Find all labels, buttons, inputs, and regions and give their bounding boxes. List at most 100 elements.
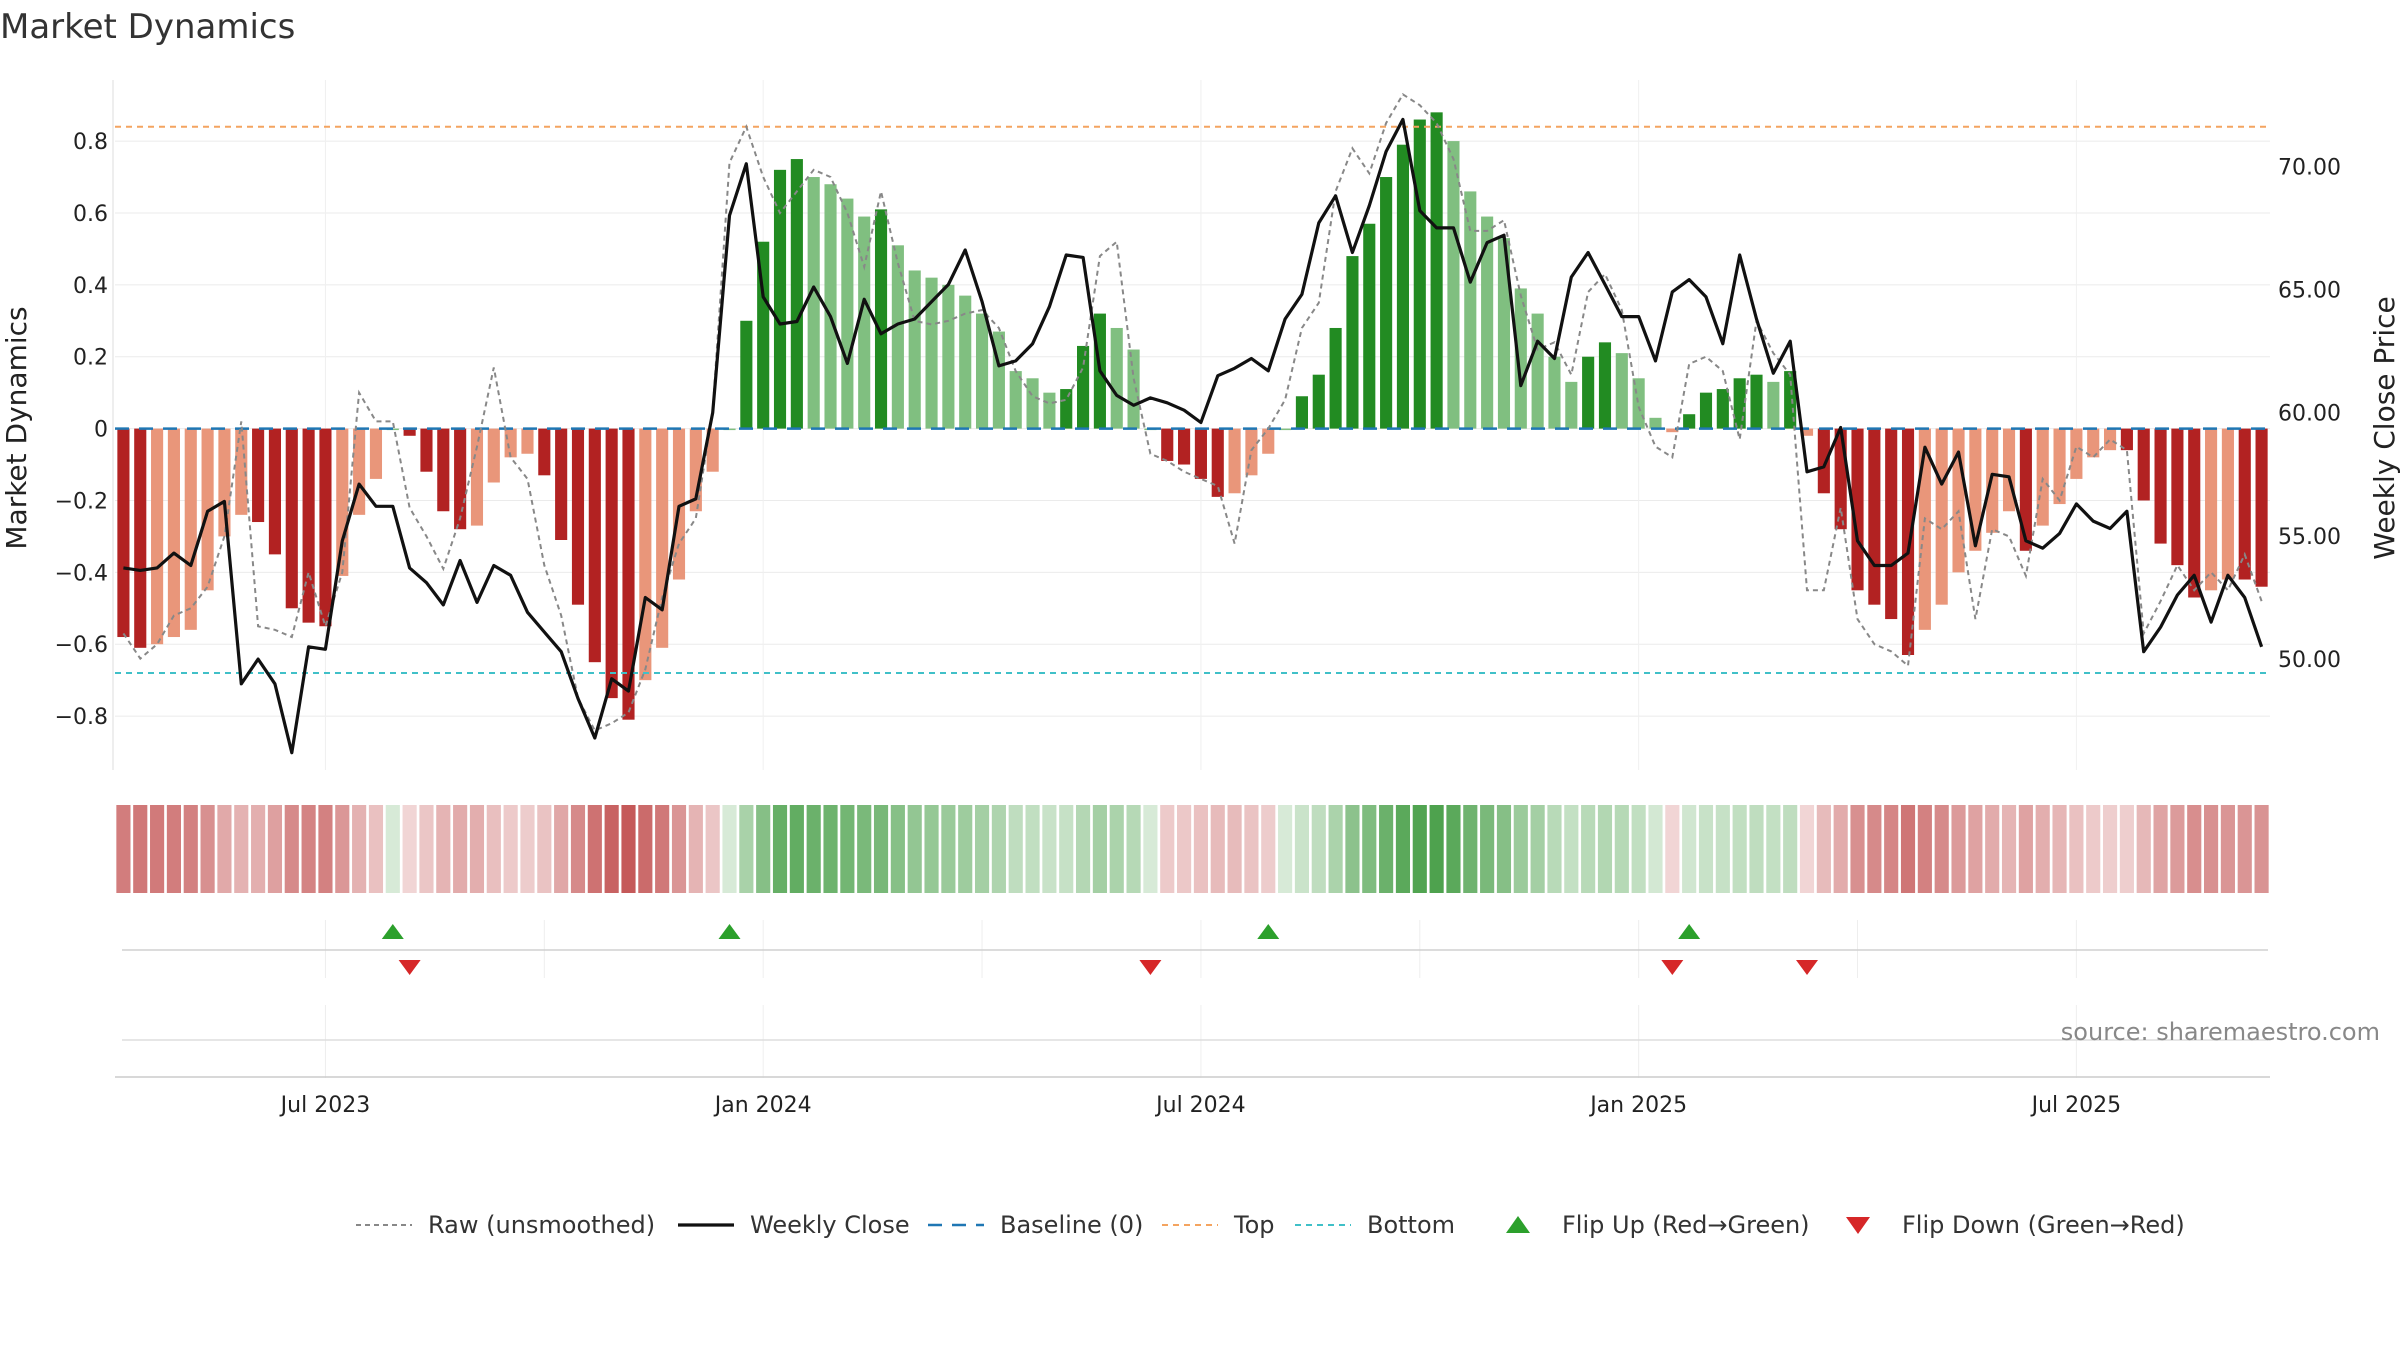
dynamics-bar xyxy=(117,428,130,638)
dynamics-bar xyxy=(555,428,568,540)
right-tick-label: 65.00 xyxy=(2278,278,2341,303)
dynamics-bar xyxy=(1649,417,1662,429)
dynamics-bar xyxy=(874,209,888,429)
dynamics-bar xyxy=(336,428,349,576)
regime-cell xyxy=(520,805,535,893)
regime-cell xyxy=(1715,805,1730,893)
dynamics-bar xyxy=(1683,414,1696,429)
flip-up-marker xyxy=(1257,924,1280,939)
dynamics-bar xyxy=(1077,345,1090,429)
dynamics-bar xyxy=(824,184,837,429)
regime-cell xyxy=(1732,805,1747,893)
regime-cell xyxy=(503,805,518,893)
dynamics-bar xyxy=(319,428,332,627)
dynamics-bar xyxy=(1800,428,1814,436)
dynamics-bar xyxy=(2238,428,2251,580)
x-tick-label: Jan 2024 xyxy=(713,1093,812,1118)
regime-cell xyxy=(352,805,367,893)
regime-cell xyxy=(1766,805,1781,893)
dynamics-bar xyxy=(2221,428,2234,580)
left-tick-label: 0 xyxy=(94,418,108,443)
dynamics-bar xyxy=(1497,238,1511,429)
regime-cell xyxy=(1261,805,1276,893)
regime-cell xyxy=(1816,805,1831,893)
x-tick-label: Jan 2025 xyxy=(1588,1093,1687,1118)
dynamics-bar xyxy=(1901,428,1915,655)
dynamics-bar xyxy=(1531,313,1544,429)
dynamics-bar xyxy=(1514,288,1527,429)
regime-cell xyxy=(1783,805,1798,893)
regime-cell xyxy=(2052,805,2067,893)
flip-down-marker xyxy=(1661,960,1684,975)
dynamics-bar xyxy=(790,159,803,429)
dynamics-bar xyxy=(1918,428,1931,630)
regime-cell xyxy=(924,805,939,893)
regime-cell xyxy=(1042,805,1057,893)
regime-cell xyxy=(1564,805,1579,893)
dynamics-bar xyxy=(706,428,719,472)
dynamics-bar xyxy=(521,428,534,454)
weekly-close-line xyxy=(123,117,2264,755)
regime-cell xyxy=(789,805,804,893)
regime-cell xyxy=(638,805,653,893)
dynamics-bar xyxy=(571,428,585,605)
dynamics-bar xyxy=(639,428,652,681)
dynamics-bar xyxy=(622,428,635,720)
right-tick-label: 70.00 xyxy=(2278,155,2341,180)
regime-cell xyxy=(1008,805,1023,893)
regime-cell xyxy=(890,805,905,893)
dynamics-bar xyxy=(1464,191,1477,429)
regime-cell xyxy=(1227,805,1242,893)
regime-cell xyxy=(2136,805,2151,893)
regime-cell xyxy=(385,805,400,893)
right-tick-label: 50.00 xyxy=(2278,648,2341,673)
dynamics-bar xyxy=(1699,392,1713,429)
right-tick-label: 55.00 xyxy=(2278,525,2341,550)
regime-cell xyxy=(2170,805,2185,893)
flip-up-marker xyxy=(1678,924,1701,939)
right-axis-label: Weekly Close Price xyxy=(2368,296,2400,559)
regime-cell xyxy=(1614,805,1629,893)
regime-cell xyxy=(570,805,586,893)
dynamics-bar xyxy=(1750,374,1763,429)
regime-cell xyxy=(671,805,687,893)
left-tick-label: 0.2 xyxy=(73,346,108,371)
dynamics-bar xyxy=(1767,381,1780,429)
regime-cell xyxy=(1193,805,1208,893)
regime-cell xyxy=(234,805,249,893)
regime-cell xyxy=(1900,805,1916,893)
x-tick-label: Jul 2025 xyxy=(2030,1093,2122,1118)
dynamics-bar xyxy=(1262,428,1275,454)
flip-down-marker xyxy=(1139,960,1162,975)
regime-cell xyxy=(2001,805,2017,893)
regime-cell xyxy=(301,805,316,893)
dynamics-bar xyxy=(1716,389,1729,429)
flip-up-marker xyxy=(718,924,741,939)
dynamics-bar xyxy=(925,277,938,429)
dynamics-bar xyxy=(403,428,416,436)
regime-cell xyxy=(1345,805,1360,893)
dynamics-bar xyxy=(757,241,770,429)
regime-cell xyxy=(1581,805,1596,893)
regime-cell xyxy=(1530,805,1545,893)
dynamics-bar xyxy=(723,428,736,431)
regime-cell xyxy=(1496,805,1512,893)
dynamics-bar xyxy=(1784,371,1797,429)
dynamics-bar xyxy=(1312,374,1325,429)
dynamics-bar xyxy=(1363,223,1376,429)
regime-cell xyxy=(705,805,720,893)
dynamics-bar xyxy=(1413,119,1426,429)
regime-cell xyxy=(857,805,872,893)
regime-cell xyxy=(1109,805,1124,893)
dynamics-bar xyxy=(369,428,383,479)
dynamics-bar xyxy=(740,320,753,429)
dynamics-bar xyxy=(1127,349,1140,429)
regime-cell xyxy=(1412,805,1427,893)
regime-cell xyxy=(2204,805,2219,893)
bottom-axis-panel xyxy=(115,1005,2270,1078)
left-tick-label: −0.4 xyxy=(55,561,108,586)
right-tick-label: 60.00 xyxy=(2278,402,2341,427)
dynamics-bar xyxy=(1851,428,1864,591)
dynamics-bar xyxy=(268,428,282,555)
